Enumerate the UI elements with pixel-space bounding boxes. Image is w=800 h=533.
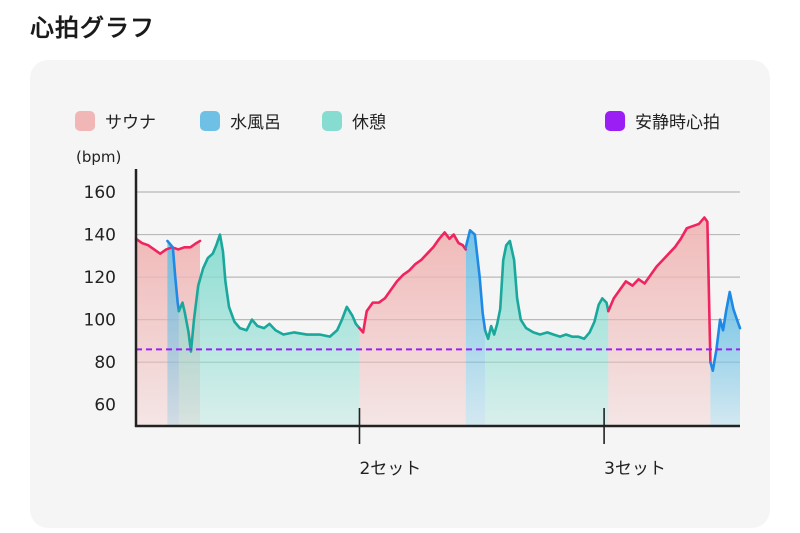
legend-item-sauna[interactable]: サウナ [75,108,156,133]
chart-card: サウナ 水風呂 休憩 安静時心拍 (bpm) 60 80 100 120 140 160 2… [30,60,770,528]
area-rest-2 [178,234,360,426]
legend: サウナ 水風呂 休憩 安静時心拍 [30,108,770,133]
line-cold-4 [464,229,487,332]
legend-label-rest: 休憩 [352,113,386,133]
page-title: 心拍グラフ [30,14,155,42]
line-rest-5 [483,239,610,341]
legend-label-resting-hr: 安静時心拍 [635,113,720,133]
y-tick-label-60: 60 [94,396,116,416]
heart-rate-chart: 60 80 100 120 140 160 2セット 3セット [84,169,742,479]
set-marker-label-2: 2セット [359,459,421,479]
legend-swatch-cold [200,110,220,131]
legend-label-cold: 水風呂 [230,113,281,133]
line-sauna-0 [134,237,202,256]
line-sauna-3 [358,231,468,334]
area-sauna-6 [608,217,711,426]
legend-swatch-rest [322,110,342,131]
line-cold-7 [709,290,742,372]
legend-item-cold[interactable]: 水風呂 [200,108,281,133]
legend-swatch-sauna [75,110,95,131]
y-tick-label-120: 120 [84,268,116,288]
y-tick-label-160: 160 [84,183,116,203]
legend-label-sauna: サウナ [105,113,156,133]
line-sauna-6 [607,216,712,364]
set-marker-label-3: 3セット [604,459,666,479]
y-tick-label-140: 140 [84,226,116,246]
area-sauna-3 [359,232,466,426]
legend-item-resting-hr[interactable]: 安静時心拍 [605,108,720,133]
y-tick-label-100: 100 [84,311,116,331]
legend-swatch-resting-hr [605,110,625,131]
y-tick-label-80: 80 [94,353,116,373]
area-cold-4 [465,230,486,426]
area-cold-7 [710,291,740,426]
line-cold-1 [166,239,181,313]
legend-item-rest[interactable]: 休憩 [322,108,386,133]
y-axis-unit: (bpm) [76,148,122,166]
line-rest-2 [177,233,361,353]
